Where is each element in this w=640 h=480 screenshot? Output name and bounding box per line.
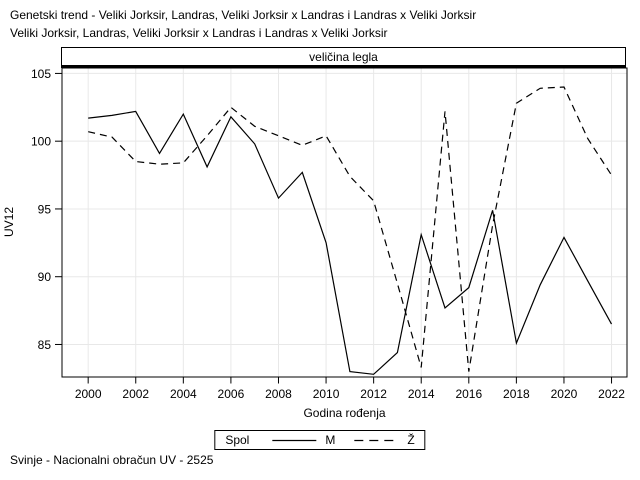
svg-text:105: 105 bbox=[31, 67, 51, 81]
x-axis-ticks: 2000 2002 2004 2006 2008 2010 2012 2014 2016 2018… bbox=[75, 377, 625, 401]
legend-dashed-line-sample-icon bbox=[354, 439, 399, 441]
svg-text:2006: 2006 bbox=[218, 387, 245, 401]
page-titles: Genetski trend - Veliki Jorksir, Landras… bbox=[10, 6, 476, 42]
svg-text:100: 100 bbox=[31, 135, 51, 149]
svg-text:2014: 2014 bbox=[408, 387, 435, 401]
svg-text:95: 95 bbox=[38, 202, 52, 216]
svg-text:2008: 2008 bbox=[265, 387, 292, 401]
svg-text:2016: 2016 bbox=[455, 387, 482, 401]
svg-text:2020: 2020 bbox=[551, 387, 578, 401]
legend: Spol M Ž bbox=[214, 430, 426, 450]
page-title-line2: Veliki Jorksir, Landras, Veliki Jorksir … bbox=[10, 26, 388, 40]
legend-title: Spol bbox=[225, 433, 250, 447]
svg-text:2004: 2004 bbox=[170, 387, 197, 401]
plot-border bbox=[61, 67, 628, 378]
legend-item-z: Ž bbox=[407, 433, 415, 447]
series-line-Ž bbox=[88, 86, 613, 372]
series-line-M bbox=[88, 110, 613, 375]
svg-text:2012: 2012 bbox=[360, 387, 387, 401]
legend-item-m: M bbox=[325, 433, 336, 447]
svg-text:2022: 2022 bbox=[598, 387, 625, 401]
svg-text:2010: 2010 bbox=[313, 387, 340, 401]
page-title-line1: Genetski trend - Veliki Jorksir, Landras… bbox=[10, 8, 477, 22]
svg-text:2018: 2018 bbox=[503, 387, 530, 401]
band-title: veličina legla bbox=[309, 49, 378, 64]
legend-solid-line-sample-icon bbox=[272, 439, 317, 441]
y-axis-title: UV12 bbox=[2, 206, 16, 238]
svg-text:2000: 2000 bbox=[75, 387, 102, 401]
gridlines bbox=[62, 68, 627, 377]
band-header: veličina legla bbox=[61, 47, 626, 68]
footer-note: Svinje - Nacionalni obračun UV - 2525 bbox=[10, 453, 214, 467]
y-axis-ticks: 85 90 95 100 105 bbox=[31, 67, 62, 352]
svg-text:2002: 2002 bbox=[122, 387, 149, 401]
svg-text:90: 90 bbox=[38, 270, 52, 284]
svg-text:85: 85 bbox=[38, 338, 52, 352]
x-axis-title: Godina rođenja bbox=[303, 406, 386, 420]
